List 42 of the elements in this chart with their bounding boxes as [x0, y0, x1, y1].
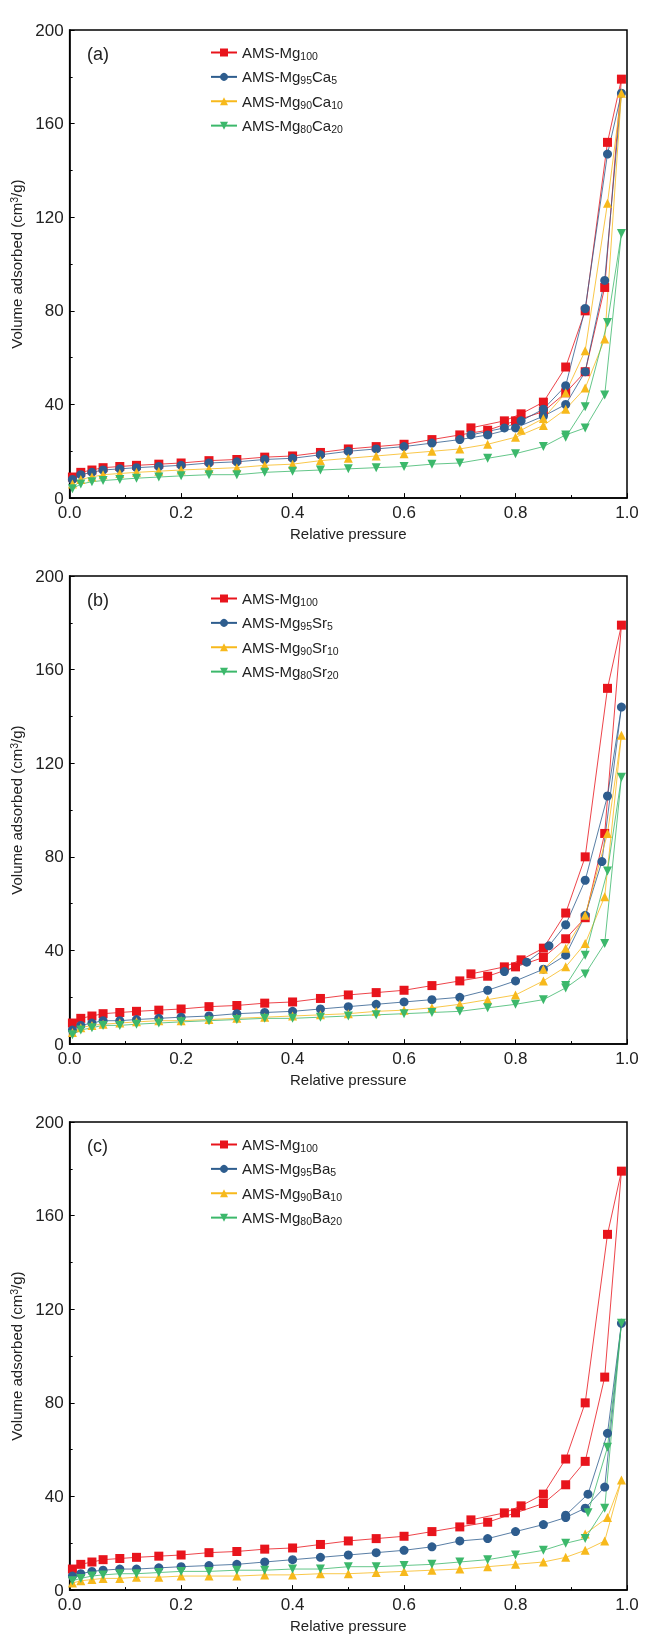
- y-axis-title: Volume adsorbed (cm3/g): [7, 725, 26, 895]
- x-tick-label: 0.8: [503, 1049, 528, 1069]
- y-tick-label: 40: [44, 940, 64, 960]
- x-tick-label: 0.6: [392, 1595, 416, 1615]
- x-tick-label: 0.0: [57, 1049, 82, 1069]
- y-tick-label: 200: [35, 566, 64, 586]
- x-tick-label: 0.2: [169, 1049, 193, 1069]
- x-tick-label: 0.6: [392, 503, 416, 523]
- y-tick-label: 160: [35, 660, 64, 680]
- text: (b): [87, 590, 109, 610]
- x-tick-label: 0.8: [503, 503, 528, 523]
- y-axis-title: Volume adsorbed (cm3/g): [7, 1271, 26, 1441]
- y-tick-label: 80: [44, 301, 64, 321]
- x-tick-label: 0.6: [392, 1049, 416, 1069]
- y-tick-label: 40: [44, 394, 64, 414]
- x-tick-label: 0.2: [169, 1595, 193, 1615]
- x-tick-label: 0.4: [280, 1049, 305, 1069]
- x-tick-label: 1.0: [615, 503, 639, 523]
- y-tick-label: 80: [44, 847, 64, 867]
- x-tick-label: 0.4: [280, 503, 305, 523]
- x-tick-label: 0.8: [503, 1595, 528, 1615]
- text: (a): [87, 44, 109, 64]
- y-tick-label: 160: [35, 1206, 64, 1226]
- x-tick-label: 0.4: [280, 1595, 305, 1615]
- x-axis-title: Relative pressure: [289, 1617, 407, 1634]
- y-tick-label: 120: [35, 1299, 64, 1319]
- x-tick-label: 0.0: [57, 503, 82, 523]
- text: (c): [87, 1136, 108, 1156]
- x-tick-label: 0.0: [57, 1595, 82, 1615]
- y-tick-label: 120: [35, 753, 64, 773]
- y-axis-title: Volume adsorbed (cm3/g): [7, 179, 26, 349]
- y-tick-label: 200: [35, 20, 64, 40]
- x-axis-title: Relative pressure: [289, 1071, 407, 1088]
- y-tick-label: 80: [44, 1393, 64, 1413]
- x-axis-title: Relative pressure: [289, 525, 407, 542]
- x-tick-label: 0.2: [169, 503, 193, 523]
- x-tick-label: 1.0: [615, 1049, 639, 1069]
- y-tick-label: 160: [35, 114, 64, 134]
- y-tick-label: 40: [44, 1486, 64, 1506]
- y-tick-label: 200: [35, 1112, 64, 1132]
- x-tick-label: 1.0: [615, 1595, 639, 1615]
- y-tick-label: 120: [35, 207, 64, 227]
